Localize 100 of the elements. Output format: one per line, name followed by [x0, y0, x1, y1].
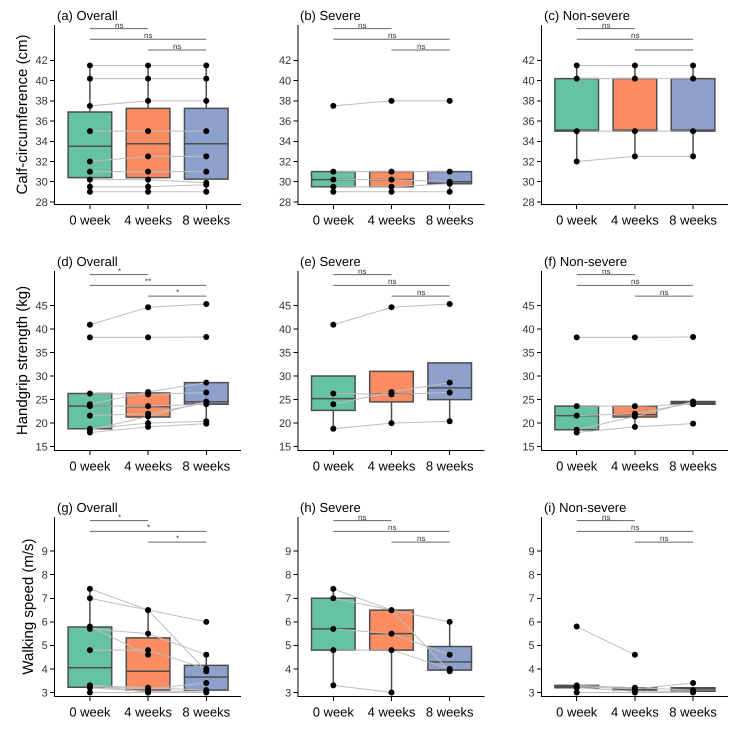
y-tick-label: 30: [278, 176, 292, 189]
y-tick-label: 20: [278, 418, 292, 430]
y-tick-label: 7: [42, 593, 48, 606]
chart-title: (b) Severe: [300, 8, 361, 23]
y-tick-label: 36: [278, 116, 292, 128]
y-tick-label: 5: [528, 640, 535, 652]
x-tick-label: 4 weeks: [368, 704, 416, 720]
y-tick-label: 8: [285, 570, 292, 582]
y-tick-label: 25: [278, 394, 292, 406]
annotation: ns: [358, 267, 366, 276]
y-tick-label: 6: [528, 616, 535, 629]
y-tick-label: 45: [278, 300, 292, 312]
y-tick-label: 8: [42, 570, 48, 582]
x-tick-label: 4 weeks: [124, 212, 172, 228]
y-tick-label: 32: [36, 156, 48, 168]
x-tick-label: 0 week: [312, 458, 354, 474]
y-tick-label: 15: [278, 442, 292, 454]
annotation: ns: [602, 267, 610, 276]
y-tick-label: 4: [528, 664, 535, 676]
y-tick-label: 38: [36, 96, 48, 108]
y-tick-label: 40: [522, 75, 535, 88]
y-tick-label: 30: [522, 370, 535, 383]
chart-title: (f) Non-severe: [544, 254, 628, 269]
y-tick-label: 30: [522, 176, 535, 189]
y-tick-label: 30: [36, 370, 48, 383]
x-tick-label: 8 weeks: [426, 212, 474, 228]
y-tick-label: 20: [522, 418, 535, 430]
y-tick-label: 40: [36, 324, 48, 336]
chart-title: (h) Severe: [300, 500, 361, 515]
y-tick-label: 7: [285, 593, 292, 606]
x-tick-label: 8 weeks: [182, 212, 231, 228]
y-tick-label: 15: [522, 442, 535, 454]
y-tick-label: 6: [285, 616, 292, 629]
annotation: *: [176, 534, 180, 543]
chart-title: (e) Severe: [300, 254, 361, 269]
y-tick-label: 40: [278, 75, 292, 88]
annotation: ns: [417, 534, 426, 543]
x-tick-label: 0 week: [556, 704, 598, 720]
y-tick-label: 9: [42, 546, 48, 558]
y-tick-label: 15: [36, 442, 48, 454]
y-tick-label: 28: [278, 196, 292, 209]
y-tick-label: 40: [278, 324, 292, 336]
x-tick-label: 0 week: [69, 212, 111, 228]
x-tick-label: 0 week: [312, 704, 354, 720]
y-tick-label: 3: [42, 687, 48, 700]
chart-title: (c) Non-severe: [544, 8, 630, 23]
y-tick-label: 32: [278, 156, 292, 168]
x-tick-label: 0 week: [556, 212, 598, 228]
y-tick-label: 35: [278, 347, 292, 360]
y-tick-label: 45: [36, 300, 48, 312]
x-tick-label: 0 week: [556, 458, 598, 474]
y-tick-label: 25: [522, 394, 535, 406]
x-tick-label: 8 weeks: [669, 704, 718, 720]
y-tick-label: 32: [522, 156, 535, 168]
y-tick-label: 40: [522, 324, 535, 336]
y-tick-label: 20: [36, 418, 48, 430]
y-tick-label: 30: [36, 176, 48, 189]
y-tick-label: 8: [528, 570, 535, 582]
y-tick-label: 38: [522, 96, 535, 108]
x-tick-label: 0 week: [69, 458, 111, 474]
annotation: ns: [631, 523, 640, 532]
y-tick-label: 35: [36, 347, 48, 360]
x-tick-label: 8 weeks: [182, 458, 231, 474]
annotation: ns: [417, 288, 426, 297]
annotation: ns: [631, 31, 640, 40]
chart-title: (d) Overall: [57, 254, 118, 269]
y-tick-label: 9: [285, 546, 292, 558]
y-tick-label: 45: [522, 300, 535, 312]
y-axis-title: Handgrip strength (kg): [14, 286, 31, 436]
chart-title: (g) Overall: [57, 500, 118, 515]
annotation: *: [176, 288, 180, 297]
x-tick-label: 0 week: [312, 212, 354, 228]
chart-title: (a) Overall: [57, 8, 118, 23]
y-tick-label: 5: [285, 640, 292, 652]
annotation: ns: [388, 277, 396, 286]
annotation: ns: [602, 513, 610, 522]
y-tick-label: 3: [285, 687, 292, 700]
annotation: *: [147, 523, 150, 532]
x-tick-label: 4 weeks: [611, 212, 660, 228]
y-tick-label: 36: [522, 116, 535, 128]
y-tick-label: 42: [278, 55, 292, 68]
annotation: ns: [358, 513, 366, 522]
x-tick-label: 0 week: [69, 704, 111, 720]
y-tick-label: 28: [36, 196, 48, 209]
annotation: ns: [388, 31, 396, 40]
y-tick-label: 9: [528, 546, 535, 558]
annotation: ns: [388, 523, 396, 532]
y-axis-title: Walking speed (m/s): [20, 538, 37, 675]
x-tick-label: 8 weeks: [669, 212, 718, 228]
y-tick-label: 30: [278, 370, 292, 383]
annotation: ns: [173, 42, 182, 51]
y-tick-label: 4: [42, 664, 48, 676]
x-tick-label: 4 weeks: [611, 458, 660, 474]
y-tick-label: 42: [522, 55, 535, 68]
y-tick-label: 5: [42, 640, 48, 652]
chart-title: (i) Non-severe: [544, 500, 626, 515]
y-tick-label: 3: [528, 687, 535, 700]
x-tick-label: 4 weeks: [124, 704, 172, 720]
x-tick-label: 4 weeks: [611, 704, 660, 720]
x-tick-label: 8 weeks: [426, 458, 474, 474]
